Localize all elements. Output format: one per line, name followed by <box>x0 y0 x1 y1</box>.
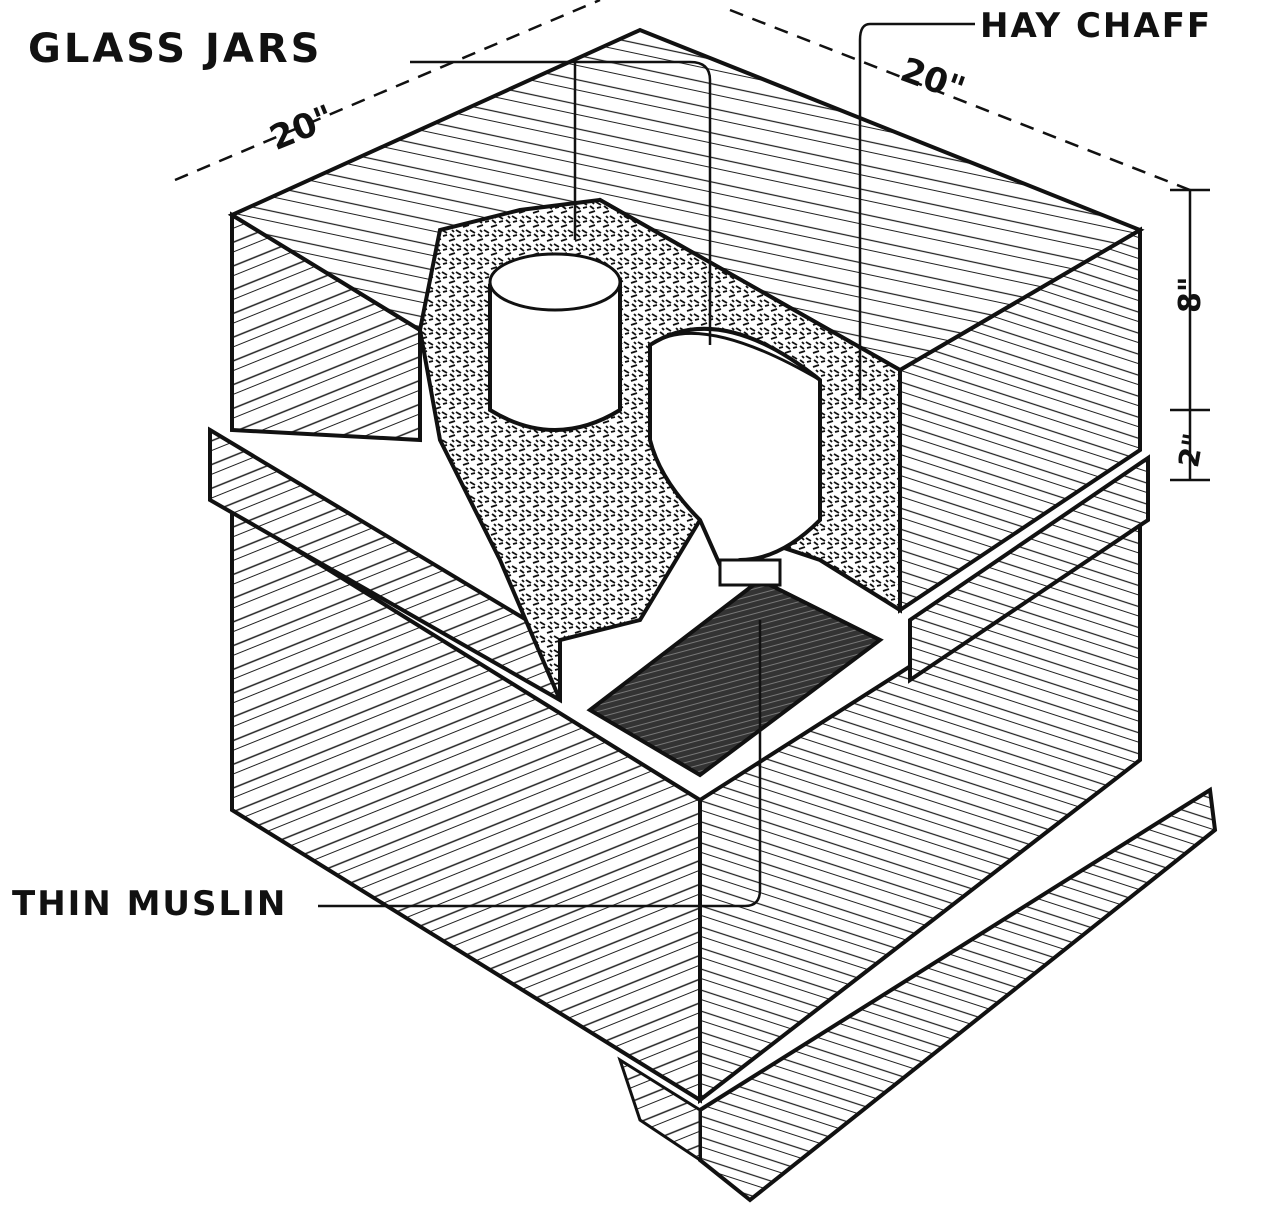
thin-muslin-label: THIN MUSLIN <box>12 884 288 924</box>
dimension-height-band: 2" <box>1172 431 1210 470</box>
middle-band <box>208 426 1150 704</box>
dimension-width-left: 20" <box>264 97 339 158</box>
dimension-width-right: 20" <box>895 50 970 110</box>
dimension-height-upper: 8" <box>1173 276 1208 313</box>
glass-jar-right <box>648 326 822 587</box>
hay-chaff-leader <box>858 22 975 400</box>
glass-jar-left <box>488 252 622 432</box>
glass-jars-leader <box>410 60 712 345</box>
leader-lines <box>318 22 975 908</box>
hay-chaff-label: HAY CHAFF <box>980 6 1213 46</box>
thin-muslin-leader <box>318 620 762 908</box>
thin-muslin-layer <box>586 577 884 778</box>
glass-jars-label: GLASS JARS <box>28 26 323 72</box>
dimension-lines <box>174 0 1210 482</box>
lower-box <box>230 506 1142 1105</box>
base-board <box>617 786 1218 1203</box>
upper-box <box>227 27 1145 614</box>
